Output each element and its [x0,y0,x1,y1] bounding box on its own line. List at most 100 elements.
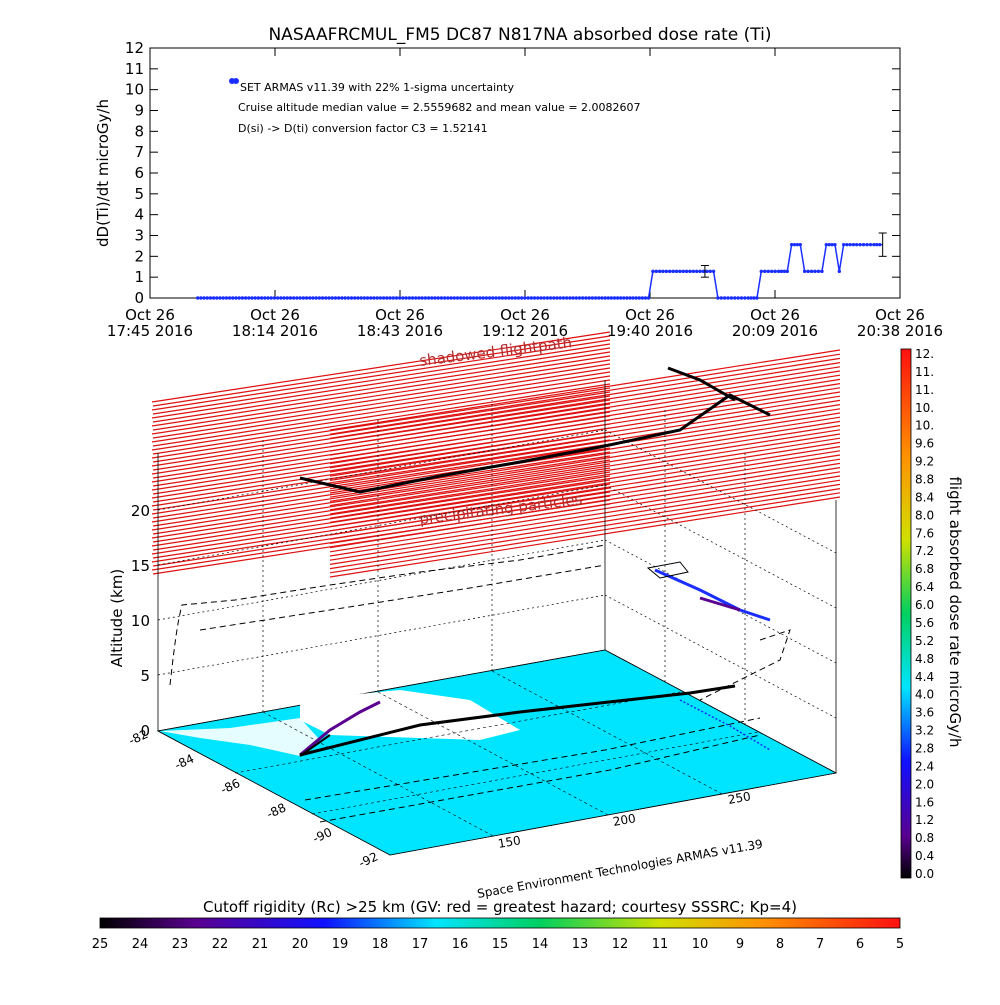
dose-point [455,296,460,300]
dose-point [295,296,299,300]
dose-point [806,269,810,274]
net-line [329,437,841,519]
dose-point [263,296,267,300]
latitude-tick-label: -88 [264,800,288,821]
dose-point [314,296,318,300]
y-tick-label: 9 [134,102,144,120]
y-tick-label: 10 [125,81,144,99]
y-tick-label: 1 [134,268,144,286]
right-colorbar-ticks: 12. 11. 11. 10. 10. 9.6 9.2 8.8 8.4 8.0 7.6 7.2 6.8 6… [915,347,934,881]
dose-point [752,296,756,300]
ocean-floor [156,649,838,856]
dose-point [324,296,328,300]
dose-point [397,296,402,300]
dose-point [711,269,716,274]
dose-point [481,296,485,300]
dose-point [634,296,638,300]
net-line [329,479,841,561]
net-line [329,353,841,435]
right-colorbar-tick: 10. [915,419,934,433]
right-colorbar-tick: 8.4 [915,490,934,504]
dose-point [558,296,562,300]
net-line [329,366,841,448]
dose-point [484,296,489,300]
dose-point [503,296,508,300]
dose-point [407,296,412,300]
dose-point [615,296,620,300]
dose-point [637,296,641,300]
net-line [151,363,611,435]
bottom-colorbar-tick: 25 [92,937,109,952]
bottom-colorbar-tick: 11 [652,937,669,952]
net-line [329,488,841,570]
dose-point [356,296,360,300]
net-line [151,339,611,411]
net-line [329,404,841,486]
dose-point [858,242,862,247]
land-patch [300,690,520,740]
latitude-tick-label: -92 [356,849,380,870]
note-conversion: D(si) -> D(ti) conversion factor C3 = 1.… [238,122,488,135]
dose-point [651,269,655,274]
dose-point [848,242,852,247]
net-line [152,367,611,439]
dose-point [759,269,763,274]
track-segment-low [299,700,381,757]
dose-point [628,296,632,300]
bottom-colorbar-tick: 17 [412,937,429,952]
dose-point [497,296,501,300]
dose-point [523,296,527,300]
dose-point [590,296,595,300]
bottom-colorbar-tick: 10 [692,937,709,952]
x-tick-time: 17:45 2016 [107,322,193,340]
dose-point [388,296,392,300]
dose-point [851,242,856,247]
dose-point [701,269,706,274]
right-colorbar-tick: 8.0 [915,508,934,522]
dose-point [593,296,598,300]
ground-track-dose [679,699,771,751]
dose-point [462,296,466,300]
right-colorbar-tick: 4.4 [915,670,934,684]
bottom-colorbar-tick: 7 [816,937,824,952]
net-line [329,399,841,481]
net-line [329,429,841,511]
latitude-tick-label: -90 [310,825,334,846]
dose-point [385,296,389,300]
net-line [152,391,611,463]
dose-point [678,269,682,274]
dose-point [202,296,206,300]
legend-series: SET ARMAS v11.39 with 22% 1-sigma uncert… [240,81,514,94]
bottom-colorbar-tick: 6 [856,937,864,952]
descent-track-purple [699,596,741,612]
dose-point [333,296,338,300]
dose-point [240,296,245,300]
dose-point [253,296,257,300]
descent-track [654,568,771,622]
bottom-colorbar-tick: 5 [896,937,904,952]
dose-point [465,296,469,300]
dose-point [205,296,209,300]
dose-point [336,296,341,300]
dose-point [749,296,753,300]
longitude-axis: 150 200 250 [497,789,752,851]
dose-point [763,269,767,274]
dose-point [247,296,251,300]
net-line [151,331,611,403]
net-line [329,467,841,549]
altitude-tick-label: 0 [140,722,150,740]
dose-point [654,269,658,274]
dose-point [631,296,635,300]
trajectory-3d: shadowed flightpath precipitating partic… [108,331,841,901]
dose-point [671,269,675,274]
dose-point [259,296,264,300]
dose-point [695,269,699,274]
dose-point [195,296,200,300]
dose-point [833,242,837,247]
x-tick-time: 19:12 2016 [482,322,568,340]
x-tick-date: Oct 26 [250,306,300,324]
net-line [329,395,841,477]
dose-point [272,296,277,300]
right-colorbar-tick: 6.4 [915,580,934,594]
